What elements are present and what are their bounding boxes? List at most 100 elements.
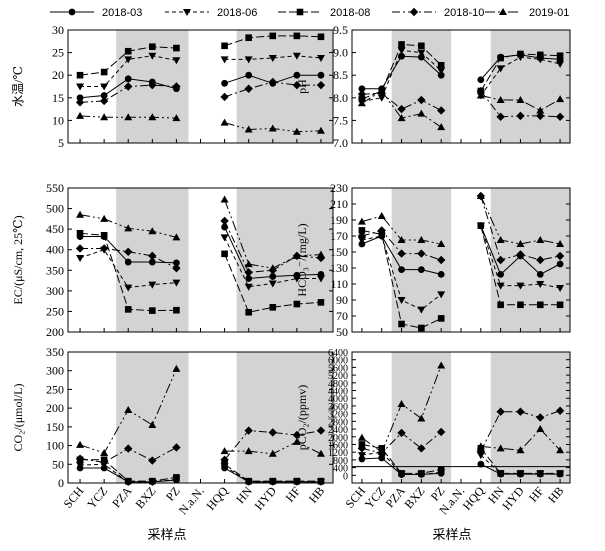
y-tick-label: 6400 <box>328 348 348 359</box>
series-2019-01 <box>357 361 565 456</box>
x-tick-label: PZ <box>428 484 448 504</box>
data-point <box>220 216 229 226</box>
data-point <box>221 250 228 258</box>
data-point <box>269 32 277 40</box>
data-point <box>293 300 301 308</box>
series-2018-08 <box>358 41 564 103</box>
y-tick-label: 100 <box>46 439 64 453</box>
legend-label: 2018-10 <box>444 7 484 19</box>
y-tick-label: 550 <box>46 181 64 195</box>
y-tick-label: 190 <box>330 213 348 227</box>
y-tick-label: 10 <box>52 113 64 127</box>
y-tick-label: 800 <box>333 456 348 467</box>
y-axis-label: 水温/℃ <box>11 66 25 107</box>
y-tick-label: 170 <box>330 229 348 243</box>
y-tick-label: 6000 <box>328 356 348 367</box>
data-point <box>124 477 132 485</box>
data-point <box>536 301 544 309</box>
data-point <box>245 34 252 41</box>
shaded-region <box>236 352 333 483</box>
shaded-region <box>490 30 570 143</box>
y-tick-label: 2800 <box>328 417 348 428</box>
y-tick-label: 8.5 <box>333 68 348 82</box>
data-point <box>220 195 229 203</box>
y-tick-label: 5 <box>58 136 64 150</box>
data-point <box>269 304 277 311</box>
chart-panel: 5 10 15 20 25 30 水温/℃ <box>11 23 334 150</box>
legend-item: 2018-03 <box>50 7 142 19</box>
data-point <box>76 440 85 448</box>
series-line <box>480 225 561 289</box>
y-tick-label: 350 <box>46 345 64 359</box>
series-line <box>80 463 177 483</box>
data-point <box>556 52 564 60</box>
series-line <box>480 95 561 112</box>
series-line <box>80 55 177 87</box>
data-point <box>220 118 229 126</box>
legend: 2018-03 2018-06 2018-08 2018-10 2019-01 <box>50 7 569 19</box>
y-tick-label: 450 <box>46 222 64 236</box>
data-point <box>76 210 85 218</box>
legend-item: 2018-10 <box>392 7 484 19</box>
x-tick-label: YCZ <box>362 484 388 511</box>
series-2018-08 <box>76 229 325 316</box>
x-tick-label: YCZ <box>84 484 110 511</box>
data-point <box>357 433 366 441</box>
y-tick-label: 350 <box>46 263 64 277</box>
data-point <box>317 33 325 41</box>
data-point <box>437 315 445 322</box>
y-tick-label: 300 <box>46 284 64 298</box>
shaded-region <box>236 188 333 332</box>
y-axis-label: pCO₂/(ppmv) <box>295 385 309 451</box>
y-tick-label: 9.5 <box>333 23 348 37</box>
data-point <box>293 477 301 485</box>
series-2019-01 <box>357 87 565 131</box>
data-point <box>245 71 253 79</box>
y-tick-label: 1200 <box>328 448 348 459</box>
shaded-region <box>236 30 333 143</box>
series-2018-08 <box>76 32 325 79</box>
series-2018-10 <box>75 426 326 467</box>
y-tick-label: 250 <box>46 382 64 396</box>
y-tick-label: 1600 <box>328 440 348 451</box>
series-2019-01 <box>76 195 325 272</box>
data-point <box>437 61 445 69</box>
data-point <box>418 42 425 50</box>
data-point <box>149 307 156 314</box>
y-tick-label: 90 <box>336 293 348 307</box>
chart-panel: 0400800120016002000240028003200360040004… <box>295 348 571 517</box>
data-point <box>100 232 108 239</box>
data-point <box>497 54 504 62</box>
y-tick-label: 400 <box>46 243 64 257</box>
series-2019-01 <box>76 111 325 135</box>
x-tick-label: HF <box>526 484 547 505</box>
y-tick-label: 130 <box>330 261 348 275</box>
y-tick-label: 50 <box>336 325 348 339</box>
series-line <box>224 55 322 60</box>
data-point <box>536 51 544 59</box>
y-tick-label: 9.0 <box>333 46 348 60</box>
series-2019-01 <box>76 364 325 457</box>
series-2018-06 <box>76 52 325 91</box>
legend-item: 2018-08 <box>278 7 370 19</box>
data-point <box>220 92 229 102</box>
y-tick-label: 150 <box>330 245 348 259</box>
x-tick-label: HB <box>306 484 327 506</box>
data-point <box>76 254 85 262</box>
y-tick-label: 20 <box>52 68 64 82</box>
data-point <box>269 477 277 485</box>
series-2018-06 <box>76 234 325 292</box>
y-tick-label: 110 <box>330 277 348 291</box>
series-line <box>480 195 561 245</box>
y-axis-label: pH <box>295 79 309 94</box>
y-tick-label: 200 <box>46 401 64 415</box>
series-2018-08 <box>358 222 564 332</box>
data-point <box>221 79 228 87</box>
y-tick-label: 5600 <box>328 363 348 374</box>
data-point <box>497 271 505 278</box>
x-tick-label: N.a.N. <box>176 484 207 517</box>
data-point <box>556 470 564 477</box>
legend-item: 2019-01 <box>485 7 569 19</box>
